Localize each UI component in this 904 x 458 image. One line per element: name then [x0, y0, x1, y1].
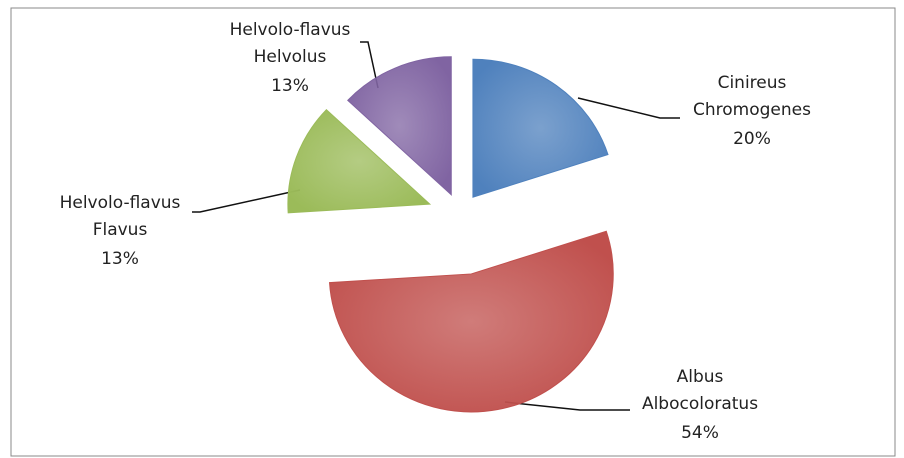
slice-label-line: Helvolo-flavus: [230, 20, 351, 40]
leader-line: [504, 401, 630, 411]
slice-label-line: Cinireus: [718, 73, 787, 93]
slice-label-line: Chromogenes: [693, 100, 811, 120]
pie-slice: [347, 56, 452, 196]
pie-slice: [328, 230, 614, 413]
leader-line: [360, 41, 379, 89]
pie: [287, 56, 614, 413]
value-label: 13%: [271, 76, 309, 96]
value-label: 54%: [681, 423, 719, 443]
value-label: 13%: [101, 249, 139, 269]
slice-label-line: Helvolus: [254, 47, 327, 67]
pie-slice: [287, 108, 432, 214]
slice-label: Helvolo-flavus Helvolus: [230, 20, 351, 67]
slice-label: Cinireus Chromogenes: [693, 73, 811, 120]
slice-label-line: Flavus: [93, 220, 148, 240]
slice-label-line: Albus: [677, 367, 724, 387]
slice-label-line: Albocoloratus: [642, 394, 758, 414]
pie-slice: [472, 58, 609, 198]
leader-line: [577, 97, 680, 119]
slice-label-line: Helvolo-flavus: [60, 193, 181, 213]
slice-label: Helvolo-flavus Flavus: [60, 193, 181, 240]
slice-label: Albus Albocoloratus: [642, 367, 758, 414]
labels: Cinireus Chromogenes 20% Albus Albocoloratus…: [60, 20, 812, 443]
leader-line: [192, 189, 301, 213]
value-label: 20%: [733, 129, 771, 149]
